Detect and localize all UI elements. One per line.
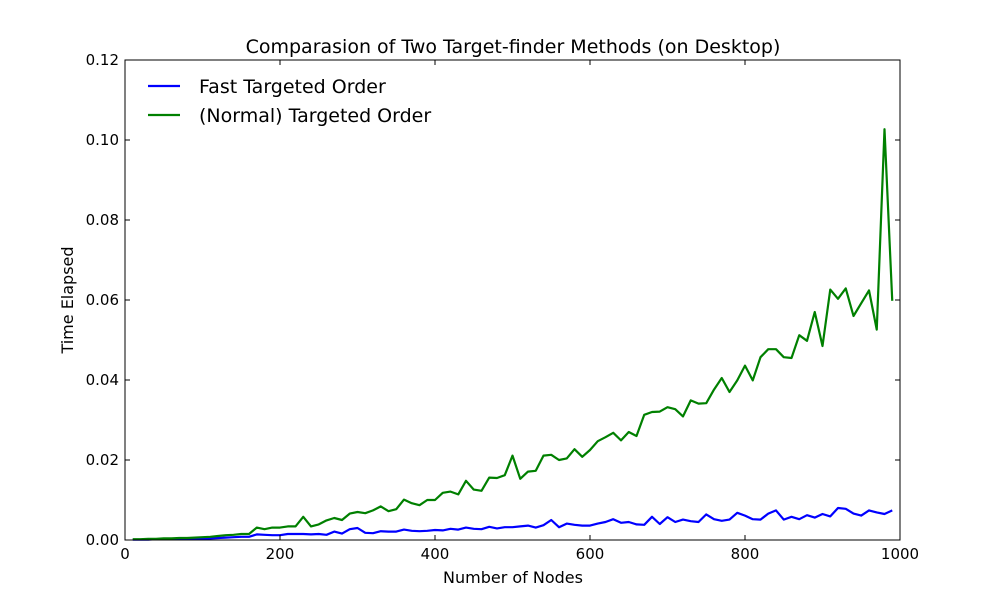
y-tick-label: 0.10 <box>86 131 119 149</box>
x-tick-label: 0 <box>120 545 130 563</box>
x-tick-label: 800 <box>731 545 760 563</box>
plot-frame <box>124 59 901 541</box>
series-line-2 <box>132 128 894 541</box>
y-tick-label: 0.04 <box>86 371 119 389</box>
legend-label-1: Fast Targeted Order <box>199 76 386 98</box>
y-tick-label: 0.08 <box>86 211 119 229</box>
x-tick-label: 200 <box>266 545 295 563</box>
series-line-1 <box>132 506 893 541</box>
x-tick-label: 600 <box>576 545 605 563</box>
chart-title: Comparasion of Two Target-finder Methods… <box>246 36 781 58</box>
y-tick-label: 0.06 <box>86 291 119 309</box>
x-tick-label: 400 <box>421 545 450 563</box>
y-tick-label: 0.12 <box>86 51 119 69</box>
y-tick-label: 0.02 <box>86 451 119 469</box>
x-tick-label: 1000 <box>881 545 919 563</box>
legend: Fast Targeted Order (Normal) Targeted Ord… <box>148 76 431 127</box>
y-tick-label: 0.00 <box>86 531 119 549</box>
legend-label-2: (Normal) Targeted Order <box>199 105 431 127</box>
y-axis-label: Time Elapsed <box>58 246 77 354</box>
x-axis-label: Number of Nodes <box>443 568 583 587</box>
plot-area: 0 200 400 600 800 1000 0.00 0.02 0.04 0.06 0.08 0.1… <box>86 51 920 563</box>
